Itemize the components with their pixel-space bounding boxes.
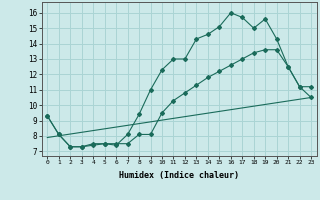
X-axis label: Humidex (Indice chaleur): Humidex (Indice chaleur) bbox=[119, 171, 239, 180]
